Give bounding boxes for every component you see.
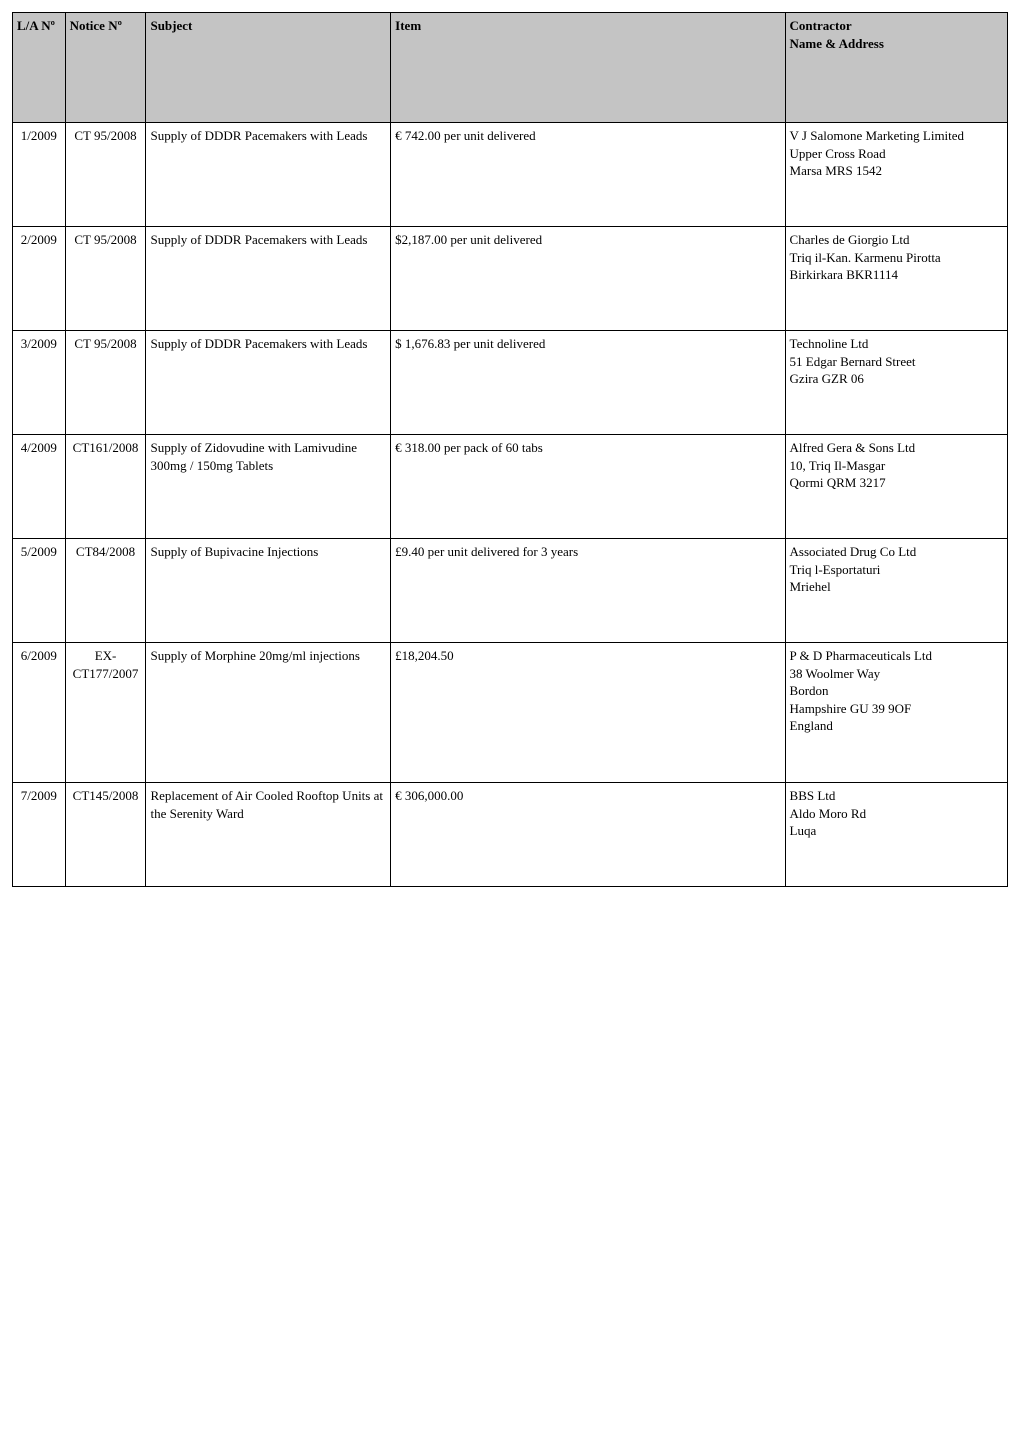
col-contractor: Contractor Name & Address [785,13,1007,123]
cell-item: € 742.00 per unit delivered [391,123,785,227]
contractor-line: Alfred Gera & Sons Ltd [790,439,1003,457]
table-row: 6/2009EX-CT177/2007Supply of Morphine 20… [13,643,1008,783]
col-notice: Notice Nº [65,13,146,123]
cell-subject: Supply of DDDR Pacemakers with Leads [146,227,391,331]
table-row: 5/2009CT84/2008Supply of Bupivacine Inje… [13,539,1008,643]
contractor-line: 10, Triq Il-Masgar [790,457,1003,475]
cell-la: 3/2009 [13,331,66,435]
contractor-line: BBS Ltd [790,787,1003,805]
contractor-line: Marsa MRS 1542 [790,162,1003,180]
cell-item: $2,187.00 per unit delivered [391,227,785,331]
cell-notice: CT 95/2008 [65,123,146,227]
tender-table: L/A Nº Notice Nº Subject Item Contractor… [12,12,1008,887]
contractor-line: Bordon [790,682,1003,700]
cell-subject: Supply of Morphine 20mg/ml injections [146,643,391,783]
contractor-line: Technoline Ltd [790,335,1003,353]
contractor-line: 38 Woolmer Way [790,665,1003,683]
table-header-row: L/A Nº Notice Nº Subject Item Contractor… [13,13,1008,123]
contractor-line: Triq il-Kan. Karmenu Pirotta [790,249,1003,267]
cell-la: 2/2009 [13,227,66,331]
contractor-line: Birkirkara BKR1114 [790,266,1003,284]
table-row: 7/2009CT145/2008Replacement of Air Coole… [13,783,1008,887]
cell-notice: CT145/2008 [65,783,146,887]
contractor-line: Gzira GZR 06 [790,370,1003,388]
contractor-line: 51 Edgar Bernard Street [790,353,1003,371]
cell-notice: CT84/2008 [65,539,146,643]
cell-item: $ 1,676.83 per unit delivered [391,331,785,435]
contractor-line: Triq l-Esportaturi [790,561,1003,579]
contractor-line: Aldo Moro Rd [790,805,1003,823]
col-contractor-sub: Name & Address [790,36,884,51]
cell-item: £9.40 per unit delivered for 3 years [391,539,785,643]
cell-contractor: Alfred Gera & Sons Ltd10, Triq Il-Masgar… [785,435,1007,539]
contractor-line: Hampshire GU 39 9OF [790,700,1003,718]
cell-la: 1/2009 [13,123,66,227]
cell-item: £18,204.50 [391,643,785,783]
table-row: 3/2009CT 95/2008Supply of DDDR Pacemaker… [13,331,1008,435]
contractor-line: Upper Cross Road [790,145,1003,163]
cell-la: 5/2009 [13,539,66,643]
contractor-line: Luqa [790,822,1003,840]
cell-notice: CT 95/2008 [65,331,146,435]
col-la: L/A Nº [13,13,66,123]
contractor-line: Qormi QRM 3217 [790,474,1003,492]
cell-contractor: Charles de Giorgio LtdTriq il-Kan. Karme… [785,227,1007,331]
cell-subject: Supply of Zidovudine with Lamivudine 300… [146,435,391,539]
col-contractor-label: Contractor [790,18,852,33]
contractor-line: Charles de Giorgio Ltd [790,231,1003,249]
contractor-line: P & D Pharmaceuticals Ltd [790,647,1003,665]
table-row: 1/2009CT 95/2008Supply of DDDR Pacemaker… [13,123,1008,227]
cell-notice: CT 95/2008 [65,227,146,331]
col-subject: Subject [146,13,391,123]
cell-item: € 318.00 per pack of 60 tabs [391,435,785,539]
cell-notice: CT161/2008 [65,435,146,539]
contractor-line: Mriehel [790,578,1003,596]
contractor-line: England [790,717,1003,735]
cell-contractor: Associated Drug Co LtdTriq l-Esportaturi… [785,539,1007,643]
cell-contractor: V J Salomone Marketing LimitedUpper Cros… [785,123,1007,227]
cell-subject: Supply of DDDR Pacemakers with Leads [146,123,391,227]
cell-contractor: P & D Pharmaceuticals Ltd38 Woolmer WayB… [785,643,1007,783]
contractor-line: V J Salomone Marketing Limited [790,127,1003,145]
cell-subject: Replacement of Air Cooled Rooftop Units … [146,783,391,887]
cell-la: 4/2009 [13,435,66,539]
cell-subject: Supply of DDDR Pacemakers with Leads [146,331,391,435]
cell-subject: Supply of Bupivacine Injections [146,539,391,643]
cell-la: 7/2009 [13,783,66,887]
contractor-line: Associated Drug Co Ltd [790,543,1003,561]
table-row: 4/2009CT161/2008Supply of Zidovudine wit… [13,435,1008,539]
cell-contractor: Technoline Ltd51 Edgar Bernard StreetGzi… [785,331,1007,435]
table-row: 2/2009CT 95/2008Supply of DDDR Pacemaker… [13,227,1008,331]
cell-la: 6/2009 [13,643,66,783]
cell-item: € 306,000.00 [391,783,785,887]
col-item: Item [391,13,785,123]
table-body: 1/2009CT 95/2008Supply of DDDR Pacemaker… [13,123,1008,887]
cell-contractor: BBS LtdAldo Moro RdLuqa [785,783,1007,887]
cell-notice: EX-CT177/2007 [65,643,146,783]
